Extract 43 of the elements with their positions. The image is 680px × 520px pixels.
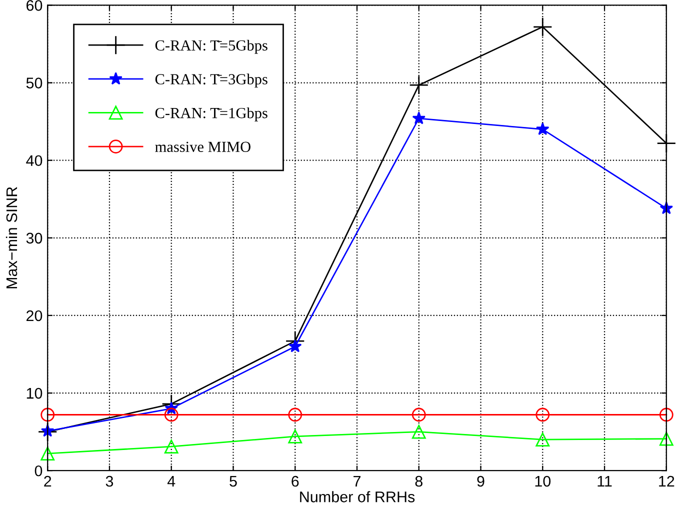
point — [164, 408, 178, 422]
legend-label: massive MIMO — [155, 142, 250, 152]
point — [40, 408, 55, 422]
x-tick-label: 7 — [354, 476, 360, 487]
y-tick-label: 30 — [26, 232, 42, 244]
point — [659, 432, 674, 446]
x-tick-label: 3 — [106, 476, 114, 487]
y-tick-label: 0 — [34, 465, 42, 476]
y-axis-title: Max−min SINR — [6, 187, 18, 288]
point — [412, 424, 426, 439]
point — [288, 408, 302, 422]
y-tick-label: 10 — [26, 388, 42, 399]
y-tick-label: 60 — [26, 0, 42, 11]
x-tick-label: 10 — [535, 476, 551, 487]
point — [659, 408, 674, 422]
point — [412, 408, 426, 422]
x-tick-label: 4 — [167, 476, 176, 487]
x-tick-label: 12 — [659, 476, 674, 487]
legend-label: C-RAN: T̄=1Gbps — [155, 107, 268, 122]
point — [536, 408, 550, 422]
x-axis-title: Number of RRHs — [300, 491, 415, 502]
point — [532, 17, 552, 37]
legend-label: C-RAN: T̄=3Gbps — [155, 74, 268, 88]
x-tick-label: 8 — [415, 476, 422, 487]
y-tick-label: 50 — [26, 78, 42, 88]
x-tick-label: 11 — [598, 476, 612, 487]
point — [409, 75, 429, 95]
legend-label: C-RAN: T̄=5Gbps — [155, 40, 268, 54]
x-tick-label: 9 — [477, 476, 484, 487]
point — [164, 440, 178, 454]
point — [412, 112, 426, 124]
point — [162, 394, 182, 414]
point — [288, 430, 302, 444]
point — [40, 446, 55, 460]
point — [536, 122, 550, 136]
point — [288, 340, 302, 352]
x-tick-label: 5 — [230, 476, 237, 487]
x-tick-label: 2 — [44, 476, 52, 487]
y-tick-label: 40 — [26, 155, 42, 166]
y-tick-label: 20 — [26, 310, 42, 322]
point — [536, 432, 550, 447]
point — [656, 134, 676, 153]
x-tick-label: 6 — [292, 476, 299, 487]
